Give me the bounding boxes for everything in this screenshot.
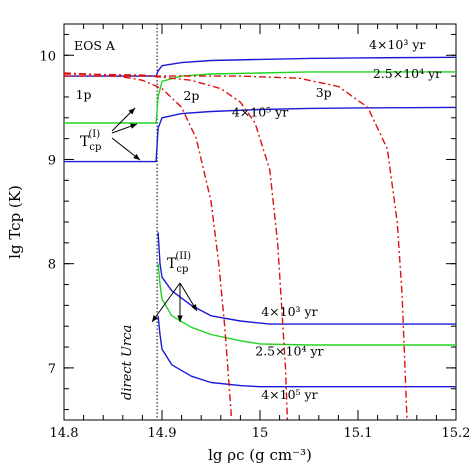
- annotation-3: 1p: [76, 87, 92, 102]
- series-line-6: [63, 72, 233, 421]
- annotation-7: 2.5×10⁴ yr: [255, 343, 323, 358]
- x-tick-label: 15.1: [344, 426, 373, 441]
- series-line-3: [157, 232, 456, 325]
- arrow-tcp2-a-head: [152, 315, 158, 322]
- direct-urca-label: direct Urca: [120, 325, 135, 400]
- arrow-tcp2-a: [151, 282, 181, 323]
- y-tick-label: 7: [48, 362, 56, 377]
- tcp-label-1: Tcp(I): [80, 129, 101, 153]
- series-line-5: [157, 315, 456, 388]
- arrow-tcp1-c-head: [133, 153, 140, 160]
- arrows: [111, 107, 198, 323]
- x-axis-label: lg ρc (g cm⁻³): [208, 446, 312, 464]
- x-tick-label: 15.2: [442, 426, 469, 441]
- series-line-4: [157, 263, 456, 346]
- annotations: 4×10³ yr 2.5×10⁴ yr 4×10⁵ yr 1p 2p 3p 4×10³ yr…: [76, 37, 442, 402]
- arrow-tcp1-b-head: [130, 123, 137, 129]
- arrow-tcp1-a-head: [128, 108, 135, 115]
- axis-ticks: 14.8 14.9 15 15.1 15.2 7 8 9 10: [39, 24, 469, 441]
- annotation-6: 4×10³ yr: [261, 304, 317, 319]
- model-label: EOS A: [74, 38, 116, 53]
- plot-area: 14.8 14.9 15 15.1 15.2 7 8 9 10 4×10³ yr 2.5×10⁴ …: [39, 23, 469, 441]
- y-axis-label: lg Tcp (K): [6, 185, 24, 259]
- annotation-1: 2.5×10⁴ yr: [373, 66, 441, 81]
- x-tick-label: 14.8: [50, 426, 79, 441]
- series-line-1: [64, 71, 456, 124]
- arrow-tcp2-c-head: [191, 304, 197, 311]
- annotation-5: 3p: [316, 85, 332, 100]
- annotation-2: 4×10⁵ yr: [232, 105, 288, 120]
- series-line-8: [64, 75, 408, 421]
- series-line-0: [64, 56, 457, 77]
- annotation-4: 2p: [183, 88, 199, 103]
- annotation-0: 4×10³ yr: [369, 37, 425, 52]
- series-line-7: [63, 73, 289, 421]
- x-tick-label: 14.9: [148, 426, 177, 441]
- y-tick-label: 9: [48, 153, 56, 168]
- arrow-tcp2-b-head: [177, 315, 183, 322]
- y-tick-label: 8: [48, 258, 56, 273]
- annotation-8: 4×10⁵ yr: [261, 387, 317, 402]
- tcp-label-2: Tcp(II): [167, 251, 191, 275]
- series-line-2: [64, 106, 457, 163]
- series-group: [63, 56, 457, 421]
- y-tick-label: 10: [39, 49, 56, 64]
- x-tick-label: 15: [252, 426, 269, 441]
